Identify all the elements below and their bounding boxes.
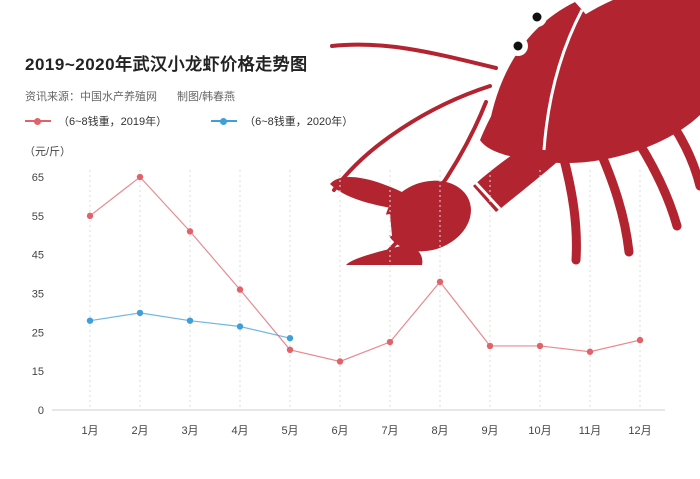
y-tick-label: 15 xyxy=(32,366,44,378)
data-point xyxy=(436,278,444,286)
x-tick-label: 9月 xyxy=(481,425,498,437)
legend-label-2019: （6~8钱重，2019年） xyxy=(58,116,168,128)
x-tick-label: 7月 xyxy=(381,425,398,437)
chart-legend: （6~8钱重，2019年） （6~8钱重，2020年） xyxy=(25,113,353,129)
y-tick-label: 0 xyxy=(38,405,44,417)
y-tick-label: 45 xyxy=(32,250,44,262)
y-tick-label: 55 xyxy=(32,211,44,223)
data-point xyxy=(86,317,94,324)
page-title: 2019~2020年武汉小龙虾价格走势图 xyxy=(25,55,308,74)
data-point xyxy=(486,342,494,350)
data-point xyxy=(136,173,144,181)
data-point xyxy=(236,286,244,293)
crayfish-head xyxy=(488,2,598,148)
credit-text: 制图/韩春燕 xyxy=(177,91,236,103)
data-point xyxy=(286,334,294,342)
crayfish-body xyxy=(480,0,700,164)
x-tick-label: 12月 xyxy=(628,425,651,437)
data-point xyxy=(186,228,194,235)
legend-dot-2019-icon xyxy=(34,117,41,125)
x-tick-label: 5月 xyxy=(281,425,298,437)
data-point xyxy=(536,342,544,350)
source-text: 资讯来源：中国水产养殖网 xyxy=(25,91,157,103)
legend-line-2019-icon xyxy=(25,117,51,125)
x-tick-label: 11月 xyxy=(579,425,601,437)
crayfish-eyes xyxy=(508,7,547,56)
x-tick-label: 6月 xyxy=(331,425,348,437)
legend-label-2020: （6~8钱重，2020年） xyxy=(244,116,354,128)
legend-line-2020-icon xyxy=(211,117,238,125)
x-tick-label: 2月 xyxy=(131,425,148,437)
series-line xyxy=(89,176,641,363)
price-line-chart: 1月 2月 3月 4月 5月 6月 7月 8月 9月 10月 11月 12月 0 15 25 35 45 55 65 xyxy=(32,170,665,437)
data-point xyxy=(336,358,344,365)
data-point xyxy=(186,317,194,324)
data-point xyxy=(136,309,144,317)
source-line: 资讯来源：中国水产养殖网 制图/韩春燕 xyxy=(25,88,235,104)
x-tick-label: 4月 xyxy=(231,425,248,437)
data-point xyxy=(236,323,244,330)
data-point xyxy=(86,212,94,220)
y-axis-unit-label: （元/斤） xyxy=(24,146,72,158)
x-tick-label: 8月 xyxy=(431,425,448,437)
y-tick-label: 25 xyxy=(32,327,44,339)
y-tick-label: 35 xyxy=(32,289,44,301)
legend-dot-2020-icon xyxy=(220,117,228,125)
data-point xyxy=(636,336,644,344)
y-tick-label: 65 xyxy=(32,172,44,184)
legend-item-2019: （6~8钱重，2019年） xyxy=(25,113,167,129)
data-point xyxy=(286,346,294,354)
x-tick-label: 1月 xyxy=(81,425,98,437)
data-point xyxy=(386,338,394,346)
x-tick-label: 3月 xyxy=(181,425,198,437)
x-tick-label: 10月 xyxy=(528,425,551,437)
data-point xyxy=(586,348,594,355)
legend-item-2020: （6~8钱重，2020年） xyxy=(211,113,353,129)
